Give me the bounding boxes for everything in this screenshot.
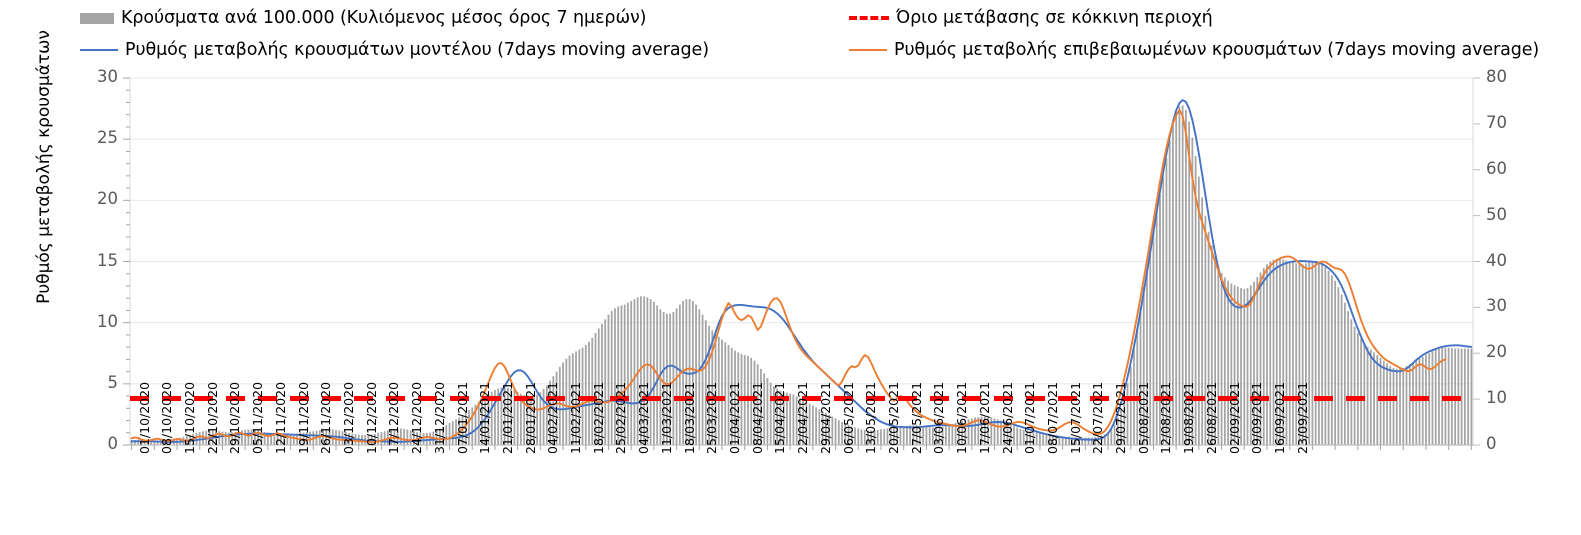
y-tick-left-20: 20: [97, 189, 118, 209]
x-tick-label: 19/11/2020: [295, 381, 311, 454]
orange-line-swatch-icon: [849, 49, 887, 51]
chart-legend: Κρούσματα ανά 100.000 (Κυλιόμενος μέσος …: [0, 0, 1581, 68]
x-tick-label: 24/06/2021: [999, 381, 1015, 454]
legend-label-confirmed-rate: Ρυθμός μεταβολής επιβεβαιωμένων κρουσμάτ…: [894, 40, 1540, 60]
x-tick-label: 03/06/2021: [931, 381, 947, 454]
x-tick-label: 26/08/2021: [1203, 381, 1219, 454]
x-tick-label: 24/12/2020: [409, 381, 425, 454]
x-tick-label: 15/07/2021: [1067, 381, 1083, 454]
x-tick-label: 05/11/2020: [250, 381, 266, 454]
y-tick-right-60: 60: [1486, 158, 1507, 178]
x-tick-label: 15/10/2020: [182, 381, 198, 454]
y-tick-left-5: 5: [107, 372, 119, 392]
x-tick-label: 29/10/2020: [227, 381, 243, 454]
x-tick-label: 14/01/2021: [477, 381, 493, 454]
y-tick-right-30: 30: [1486, 296, 1507, 316]
x-tick-label: 19/08/2021: [1181, 381, 1197, 454]
x-tick-label: 21/01/2021: [499, 381, 515, 454]
x-tick-label: 16/09/2021: [1272, 381, 1287, 454]
x-tick-label: 11/02/2021: [568, 381, 584, 454]
x-tick-label: 12/11/2020: [272, 381, 288, 454]
x-tick-label: 31/12/2020: [431, 381, 447, 454]
x-tick-label: 22/04/2021: [795, 381, 811, 454]
x-tick-label: 01/04/2021: [727, 381, 743, 454]
line-series-confirmed-rate: [130, 108, 1447, 443]
x-tick-label: 20/05/2021: [885, 381, 901, 454]
x-tick-label: 26/11/2020: [318, 381, 334, 454]
x-tick-label: 12/08/2021: [1158, 381, 1174, 454]
x-tick-label: 08/07/2021: [1044, 381, 1060, 454]
y-tick-right-50: 50: [1486, 204, 1507, 224]
x-tick-label: 08/04/2021: [749, 381, 765, 454]
legend-label-model-rate: Ρυθμός μεταβολής κρουσμάτων μοντέλου (7d…: [125, 40, 709, 60]
x-tick-label: 25/02/2021: [613, 381, 629, 454]
x-tick-label: 27/05/2021: [908, 381, 924, 454]
y-tick-left-30: 30: [97, 67, 118, 86]
x-tick-label: 29/04/2021: [817, 381, 833, 454]
x-tick-label: 18/03/2021: [681, 381, 697, 454]
legend-item-red-threshold[interactable]: Όριο μετάβασης σε κόκκινη περιοχή: [849, 8, 1213, 28]
y-tick-right-80: 80: [1486, 67, 1507, 86]
legend-item-cases-per-100k[interactable]: Κρούσματα ανά 100.000 (Κυλιόμενος μέσος …: [80, 8, 647, 28]
x-tick-label: 10/12/2020: [363, 381, 379, 454]
y-tick-right-40: 40: [1486, 250, 1507, 270]
x-tick-label: 11/03/2021: [658, 381, 674, 454]
x-tick-label: 02/09/2021: [1226, 381, 1242, 454]
line-series-model-rate: [130, 99, 1473, 443]
x-tick-label: 28/01/2021: [522, 381, 538, 454]
y-tick-left-10: 10: [97, 311, 118, 331]
red-dashed-line-swatch-icon: [849, 16, 889, 20]
y-tick-right-10: 10: [1486, 388, 1507, 408]
y-tick-right-70: 70: [1486, 112, 1507, 132]
x-tick-label: 10/06/2021: [954, 381, 970, 454]
x-tick-label: 05/08/2021: [1135, 381, 1151, 454]
x-tick-label: 17/12/2020: [386, 381, 402, 454]
x-tick-label: 25/03/2021: [704, 381, 720, 454]
x-tick-label: 22/07/2021: [1090, 381, 1106, 454]
y-tick-left-0: 0: [107, 434, 119, 453]
legend-label-cases-per-100k: Κρούσματα ανά 100.000 (Κυλιόμενος μέσος …: [121, 8, 647, 28]
y-tick-right-20: 20: [1486, 342, 1507, 362]
bar-swatch-icon: [80, 12, 114, 24]
x-tick-label: 01/10/2020: [136, 381, 152, 454]
x-tick-label: 23/09/2021: [1294, 381, 1310, 454]
blue-line-swatch-icon: [80, 49, 118, 51]
x-tick-label: 03/12/2020: [340, 381, 356, 454]
x-tick-label: 07/01/2021: [454, 381, 470, 454]
x-tick-label: 06/05/2021: [840, 381, 856, 454]
y-tick-right-0: 0: [1486, 434, 1497, 453]
x-tick-label: 04/03/2021: [636, 381, 652, 454]
x-tick-label: 18/02/2021: [590, 381, 606, 454]
bar-series-cases-per-100k: [130, 105, 1473, 446]
x-tick-label: 09/09/2021: [1249, 381, 1265, 454]
y-tick-left-25: 25: [97, 128, 118, 148]
x-tick-label: 15/04/2021: [772, 381, 788, 454]
x-tick-label: 08/10/2020: [159, 381, 175, 454]
x-tick-label: 04/02/2021: [545, 381, 561, 454]
x-tick-label: 22/10/2020: [204, 381, 220, 454]
x-tick-label: 01/07/2021: [1022, 381, 1038, 454]
x-tick-label: 29/07/2021: [1113, 381, 1129, 454]
legend-item-confirmed-rate[interactable]: Ρυθμός μεταβολής επιβεβαιωμένων κρουσμάτ…: [849, 40, 1539, 60]
legend-item-model-rate[interactable]: Ρυθμός μεταβολής κρουσμάτων μοντέλου (7d…: [80, 40, 709, 60]
x-tick-label: 17/06/2021: [976, 381, 992, 454]
y-tick-left-15: 15: [97, 250, 118, 270]
x-tick-label: 13/05/2021: [863, 381, 879, 454]
legend-label-red-threshold: Όριο μετάβασης σε κόκκινη περιοχή: [896, 8, 1213, 28]
